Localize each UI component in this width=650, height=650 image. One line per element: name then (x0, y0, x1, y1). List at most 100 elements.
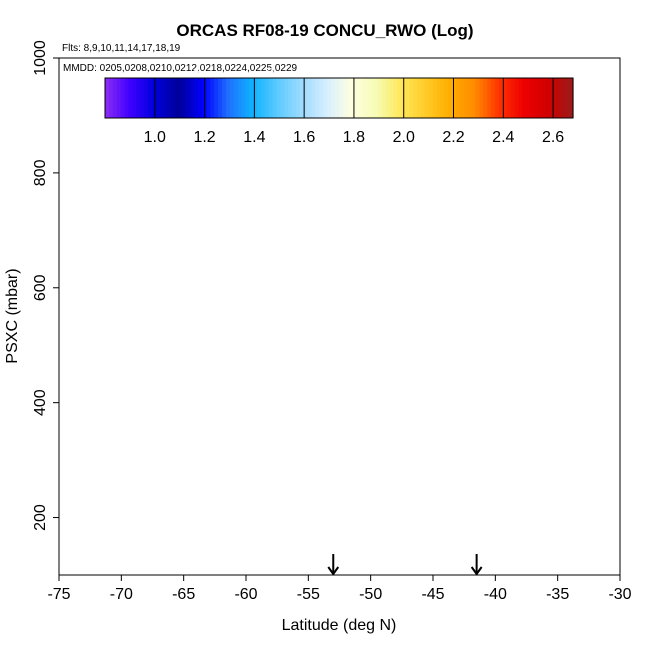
colorbar-swatch (167, 78, 172, 118)
sample-point (291, 183, 300, 192)
colorbar-swatch (147, 78, 153, 118)
sample-point (428, 283, 438, 292)
colorbar-swatch (475, 78, 480, 118)
y-tick-label: 800 (32, 159, 49, 186)
colorbar-tick-label: 1.4 (243, 129, 265, 146)
sample-point (129, 410, 138, 419)
colorbar-tick-label: 1.6 (293, 129, 315, 146)
colorbar-swatch (241, 78, 246, 118)
sample-point (117, 484, 126, 493)
colorbar-swatch (467, 78, 473, 118)
colorbar-swatch (518, 78, 523, 118)
colorbar-swatch (350, 78, 356, 118)
colorbar-swatch (194, 78, 200, 118)
colorbar-swatch (432, 78, 438, 118)
sample-point (453, 358, 463, 367)
sample-point (329, 418, 338, 427)
colorbar-swatch (370, 78, 375, 118)
colorbar-swatch (159, 78, 165, 118)
colorbar-swatch (498, 78, 504, 118)
colorbar-swatch (296, 78, 301, 118)
colorbar-swatch (420, 78, 426, 118)
colorbar-swatch (393, 78, 399, 118)
sample-point (179, 277, 188, 287)
colorbar-swatch (190, 78, 196, 118)
colorbar-swatch (229, 78, 235, 118)
y-tick-label: 200 (32, 504, 49, 531)
colorbar-swatch (413, 78, 418, 118)
sample-point (192, 174, 201, 183)
colorbar-swatch (366, 78, 371, 118)
colorbar-swatch (132, 78, 137, 118)
sample-point (92, 401, 101, 410)
colorbar-swatch (561, 78, 566, 118)
sample-point (441, 177, 450, 186)
colorbar-swatch (557, 78, 562, 118)
colorbar-swatch (397, 78, 402, 118)
colorbar-swatch (530, 78, 535, 118)
plot-area: MMDD: 0205,0208,0210,0212,0218,0224,0225… (58, 57, 621, 576)
x-axis-label: Latitude (deg N) (282, 617, 397, 634)
colorbar-swatch (471, 78, 477, 118)
colorbar-swatch (452, 78, 457, 118)
sample-point (266, 68, 276, 77)
colorbar-tick-label: 2.2 (442, 129, 464, 146)
colorbar-swatch (358, 78, 363, 118)
colorbar-swatch (459, 78, 465, 118)
sample-point (167, 487, 176, 496)
colorbar-swatch (112, 78, 118, 118)
colorbar-swatch (545, 78, 551, 118)
sample-point (241, 496, 251, 505)
colorbar-swatch (233, 78, 239, 118)
flights-subtitle: Flts: 8,9,10,11,14,17,18,19 (62, 43, 181, 54)
sample-point (279, 266, 288, 275)
colorbar-frame (104, 77, 574, 119)
sample-point (167, 392, 176, 402)
colorbar-swatch (151, 78, 157, 118)
y-tick-label: 400 (32, 389, 49, 416)
sample-point (67, 318, 76, 327)
colorbar-swatch (272, 78, 278, 118)
sample-point (516, 165, 525, 175)
colorbar-swatch (245, 78, 250, 118)
colorbar-swatch (303, 78, 309, 118)
colorbar-swatch (198, 78, 204, 118)
colorbar-swatch (144, 78, 149, 118)
colorbar-swatch (210, 78, 215, 118)
dates-subtitle: MMDD: 0205,0208,0210,0212,0218,0224,0225… (63, 63, 298, 74)
sample-point (291, 501, 300, 511)
x-axis: -75 -70 -65 -60 -55 -50 -45 -40 -35 -30 (47, 575, 632, 603)
colorbar-swatch (116, 78, 122, 118)
sample-point (142, 470, 151, 479)
colorbar-swatch (537, 78, 543, 118)
x-tick-label: -30 (608, 586, 631, 603)
colorbar-swatch (565, 78, 570, 118)
colorbar-swatch (491, 78, 496, 118)
colorbar-swatch (120, 78, 126, 118)
colorbar-swatch (440, 78, 445, 118)
colorbar-swatch (257, 78, 262, 118)
colorbar-swatch (553, 78, 558, 118)
sample-point (241, 398, 251, 407)
sample-point (192, 478, 201, 488)
sample-point (204, 384, 213, 393)
colorbar-swatch (378, 78, 383, 118)
sample-point (67, 79, 76, 88)
sample-point (216, 292, 226, 301)
colorbar-tick-label: 1.0 (144, 129, 166, 146)
x-tick-label: -45 (421, 586, 444, 603)
sample-point (92, 165, 101, 175)
sample-point (92, 71, 101, 80)
sample-point (266, 490, 276, 499)
colorbar-swatch (342, 78, 348, 118)
sample-point (142, 289, 151, 298)
x-tick-label: -40 (484, 586, 507, 603)
sample-point (541, 510, 550, 519)
x-tick-label: -70 (110, 586, 133, 603)
colorbar-swatch (526, 78, 531, 118)
colorbar-swatch (495, 78, 500, 118)
colorbar-swatch (436, 78, 441, 118)
sample-point (92, 496, 101, 505)
colorbar-tick-label: 2.6 (542, 129, 564, 146)
sample-point (154, 151, 163, 160)
